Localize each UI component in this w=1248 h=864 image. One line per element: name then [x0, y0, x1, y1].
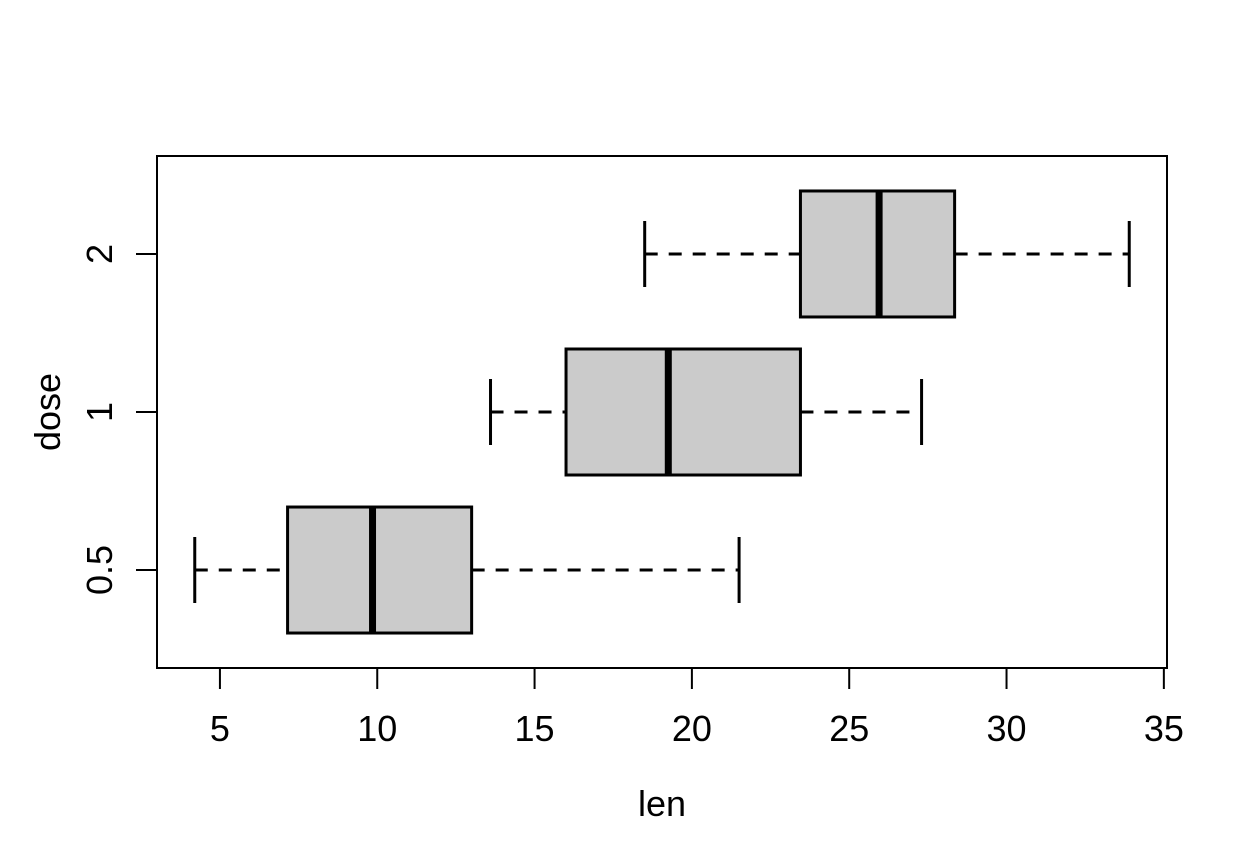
x-axis-title: len — [638, 783, 686, 824]
x-tick-label-15: 15 — [515, 708, 555, 749]
y-tick-label-dose-2: 2 — [79, 244, 120, 264]
box-dose-1 — [564, 347, 802, 477]
y-axis-title: dose — [27, 373, 68, 451]
y-tick-label-dose-1: 1 — [79, 402, 120, 422]
y-axis: 0.5 1 2 — [79, 244, 157, 595]
x-tick-label-25: 25 — [829, 708, 869, 749]
boxplot-marks — [193, 189, 1131, 635]
x-tick-label-35: 35 — [1144, 708, 1184, 749]
x-tick-label-10: 10 — [357, 708, 397, 749]
y-tick-label-dose-0.5: 0.5 — [79, 545, 120, 595]
box-dose-0.5 — [286, 505, 474, 635]
x-tick-label-30: 30 — [987, 708, 1027, 749]
x-axis: 5 10 15 20 25 30 35 — [210, 668, 1184, 749]
x-tick-label-5: 5 — [210, 708, 230, 749]
x-tick-label-20: 20 — [672, 708, 712, 749]
